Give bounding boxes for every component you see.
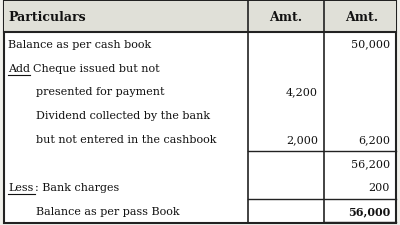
Text: Add: Add [8,63,30,73]
Text: Balance as per pass Book: Balance as per pass Book [36,206,180,216]
Text: : Bank charges: : Bank charges [35,182,120,192]
Text: Amt.: Amt. [270,11,302,24]
Text: 4,200: 4,200 [286,87,318,97]
Text: Balance as per cash book: Balance as per cash book [8,40,151,50]
Text: 56,200: 56,200 [351,158,390,168]
Text: Cheque issued but not: Cheque issued but not [33,63,160,73]
Text: 50,000: 50,000 [351,40,390,50]
Text: Dividend collected by the bank: Dividend collected by the bank [36,111,210,121]
Text: but not entered in the cashbook: but not entered in the cashbook [36,135,216,144]
Bar [4,2,396,33]
Text: 200: 200 [369,182,390,192]
Text: 6,200: 6,200 [358,135,390,144]
Text: presented for payment: presented for payment [36,87,164,97]
Text: 2,000: 2,000 [286,135,318,144]
Text: 56,000: 56,000 [348,205,390,216]
Text: Less: Less [8,182,33,192]
Text: Particulars: Particulars [8,11,86,24]
Text: Amt.: Amt. [346,11,378,24]
